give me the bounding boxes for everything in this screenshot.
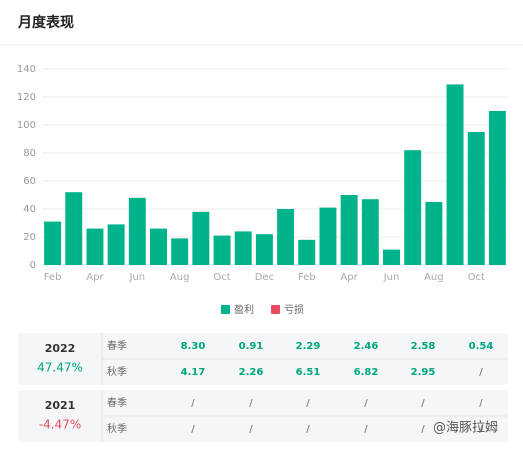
legend-swatch [221,305,230,314]
x-tick-label: Jun [129,272,146,283]
y-tick-label: 40 [23,204,36,215]
season-value: 2.58 [411,341,436,352]
legend-label: 亏损 [284,303,304,316]
year-rate: -4.47% [39,418,81,432]
season-value: / [479,398,483,409]
season-value: / [421,424,425,435]
x-tick-label: Feb [298,272,316,283]
y-tick-label: 120 [17,92,36,103]
x-tick-label: Feb [44,272,62,283]
y-tick-label: 80 [23,148,36,159]
x-tick-label: Oct [468,272,485,283]
season-value: / [479,367,483,378]
season-value: / [249,398,253,409]
bar [255,234,273,265]
season-value: / [306,424,310,435]
x-tick-label: Aug [424,272,444,283]
bar [65,192,83,265]
season-value: 6.51 [296,367,321,378]
season-value: 2.95 [411,367,436,378]
season-value: / [249,424,253,435]
bar [446,84,464,266]
year-rate: 47.47% [37,361,83,375]
season-value: / [479,424,483,435]
x-tick-label: Dec [255,272,274,283]
season-value: / [421,398,425,409]
y-tick-label: 0 [30,260,36,271]
season-value: 6.82 [354,367,379,378]
x-tick-label: Jun [383,272,400,283]
x-tick-label: Aug [170,272,190,283]
y-tick-label: 100 [17,120,36,131]
bar [404,150,422,265]
season-label: 春季 [107,397,127,409]
season-value: 0.54 [469,341,494,352]
bar [277,209,295,265]
bar [467,132,485,265]
season-value: 2.26 [239,367,264,378]
card-title: 月度表现 [17,14,74,31]
season-value: 8.30 [181,341,206,352]
season-value: / [191,398,195,409]
season-value: 4.17 [181,367,206,378]
season-value: 2.29 [296,341,321,352]
x-tick-label: Oct [213,272,230,283]
watermark: @海豚拉姆 [433,421,498,436]
season-value: / [191,424,195,435]
y-tick-label: 20 [23,232,36,243]
bar [213,235,231,265]
bar [107,224,125,265]
season-label: 秋季 [107,365,127,378]
bar [150,228,167,265]
y-tick-label: 140 [17,64,36,75]
bar [171,238,189,265]
season-label: 秋季 [107,422,127,435]
season-value: / [364,424,368,435]
bar [192,211,210,265]
legend-swatch [271,305,280,314]
bar [128,197,146,265]
year-label: 2022 [45,342,76,355]
bar [488,111,506,265]
bar [234,231,252,265]
x-tick-label: Apr [340,272,358,283]
x-tick-label: Apr [86,272,104,283]
bar [44,221,62,265]
year-label: 2021 [45,399,76,412]
bar [361,199,379,265]
bar [383,249,400,265]
bar [298,239,316,265]
y-tick-label: 60 [23,176,36,187]
bar [340,195,358,265]
bar [425,202,443,265]
legend-label: 盈利 [234,304,254,316]
bar [86,228,104,265]
bar [319,207,337,265]
season-value: / [306,398,310,409]
season-value: 0.91 [239,341,264,352]
season-value: 2.46 [354,341,379,352]
season-label: 春季 [107,340,127,352]
season-value: / [364,398,368,409]
